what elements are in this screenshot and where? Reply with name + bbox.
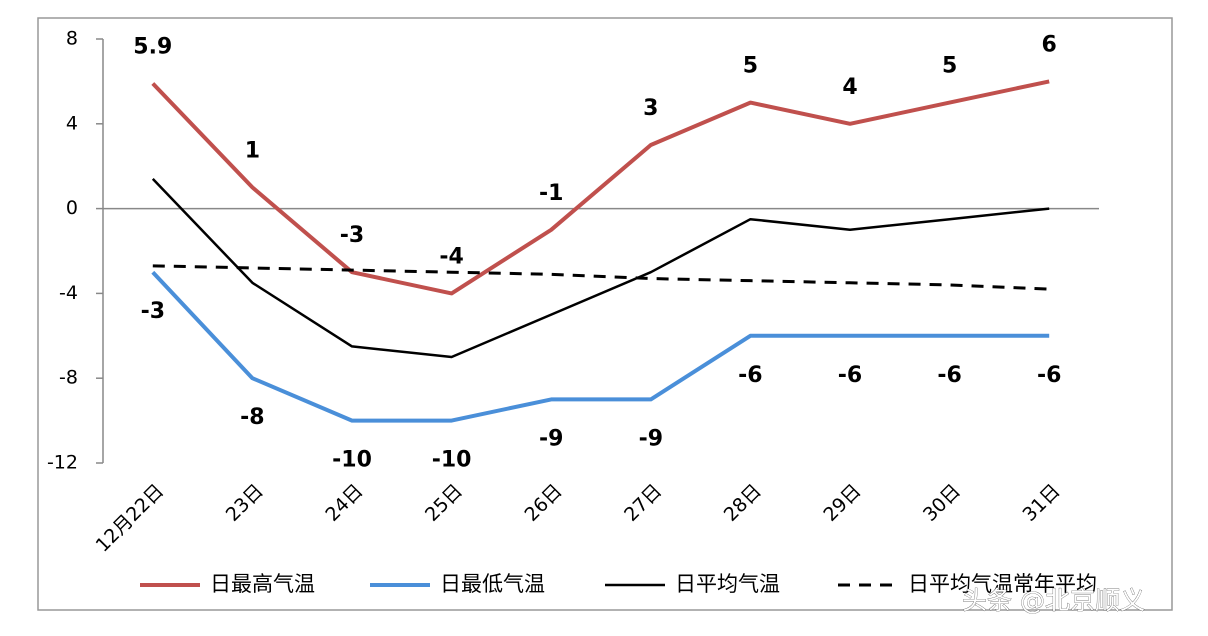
x-tick-label: 29日 <box>819 480 865 526</box>
watermark: 头条 @北京顺义 <box>962 586 1145 615</box>
data-label: 5.9 <box>133 35 172 60</box>
data-label: -3 <box>141 299 165 324</box>
x-tick-label: 12月22日 <box>92 480 169 557</box>
data-label: -3 <box>340 223 364 248</box>
legend-label: 日最低气温 <box>440 572 545 596</box>
series-line <box>151 178 1050 359</box>
x-tick-label: 26日 <box>521 480 567 526</box>
y-tick-label: 0 <box>66 197 78 219</box>
data-label: -6 <box>1037 363 1061 388</box>
y-tick-label: -4 <box>59 282 78 304</box>
data-label: 6 <box>1042 32 1057 57</box>
x-tick-label: 31日 <box>1019 480 1065 526</box>
data-label: -6 <box>738 363 762 388</box>
chart-border <box>37 17 1173 611</box>
data-label: 1 <box>245 138 260 163</box>
series-line <box>151 79 1050 296</box>
x-tick-label: 23日 <box>222 480 268 526</box>
data-label: -10 <box>332 448 372 473</box>
series-line <box>152 264 1050 291</box>
data-label: -4 <box>439 244 463 269</box>
data-label: -6 <box>937 363 961 388</box>
data-label: 4 <box>842 75 857 100</box>
data-label: -10 <box>432 448 472 473</box>
data-label: -9 <box>639 426 663 451</box>
data-label: -9 <box>539 426 563 451</box>
x-tick-label: 27日 <box>620 480 666 526</box>
data-label: -1 <box>539 181 563 206</box>
y-tick-label: -12 <box>47 452 78 474</box>
y-tick-label: 8 <box>66 28 78 50</box>
x-tick-label: 24日 <box>321 480 367 526</box>
data-label: 5 <box>942 54 957 79</box>
data-label: -8 <box>240 405 264 430</box>
legend-label: 日平均气温常年平均 <box>908 572 1097 596</box>
y-tick-label: -8 <box>59 367 78 389</box>
legend-label: 日最高气温 <box>210 572 315 596</box>
data-label: -6 <box>838 363 862 388</box>
data-label: 3 <box>643 96 658 121</box>
x-tick-label: 25日 <box>421 480 467 526</box>
x-tick-label: 30日 <box>919 480 965 526</box>
data-label: 5 <box>743 54 758 79</box>
series-line <box>151 270 1050 423</box>
legend-label: 日平均气温 <box>675 572 780 596</box>
x-tick-label: 28日 <box>720 480 766 526</box>
y-tick-label: 4 <box>66 112 78 134</box>
